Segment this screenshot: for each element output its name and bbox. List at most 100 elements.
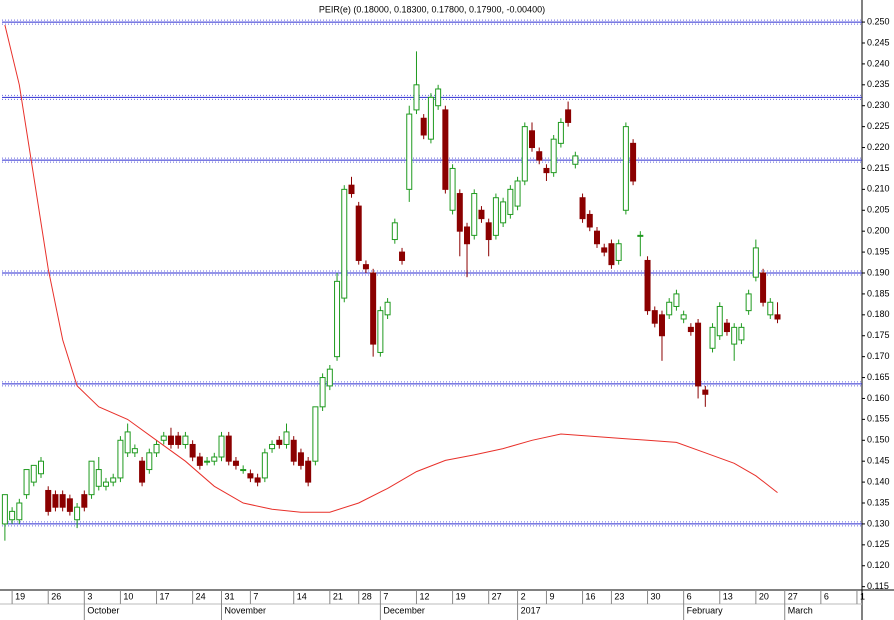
y-tick-label: 0.135 [867,497,890,507]
candle-body [225,435,232,462]
x-tick-label: 12 [419,591,429,601]
x-tick-label: 30 [651,591,661,601]
candle-body [95,469,102,487]
x-tick-label: 26 [51,591,61,601]
chart-title: PEIR(e) (0.18000, 0.18300, 0.17800, 0.17… [319,4,545,14]
x-tick-label: 10 [123,591,133,601]
candle-body [406,113,413,190]
x-tick-label: 19 [15,591,25,601]
candle-body [644,259,651,312]
candle-body [442,109,449,190]
month-tick-label: October [87,605,119,615]
y-tick-label: 0.145 [867,456,890,466]
candle-body [521,126,528,182]
month-tick-label: 2017 [521,605,541,615]
candle-body [449,167,456,211]
candle-body [348,184,355,195]
y-tick-label: 0.210 [867,184,890,194]
y-tick-label: 0.185 [867,288,890,298]
candle-body [774,314,781,320]
y-tick-label: 0.250 [867,16,890,26]
y-tick-label: 0.230 [867,100,890,110]
candle-body [435,88,442,107]
candle-body [586,213,593,228]
candle-body [218,435,225,458]
candle-body [247,473,254,479]
candle-body [608,243,615,266]
x-tick-label: 14 [297,591,307,601]
candle-body [716,305,723,337]
x-tick-label: 20 [759,591,769,601]
candle-body [529,130,536,149]
candle-body [204,460,211,463]
y-tick-label: 0.170 [867,351,890,361]
candle-body [167,435,174,445]
y-tick-label: 0.220 [867,142,890,152]
candle-body [471,193,478,236]
candle-body [478,209,485,220]
y-tick-label: 0.115 [867,581,889,591]
candle-body [760,272,767,303]
candle-body [485,222,492,241]
y-tick-label: 0.240 [867,58,890,68]
candle-body [37,460,44,475]
candle-body [290,439,297,462]
candle-body [550,138,557,174]
y-tick-label: 0.175 [867,330,890,340]
candle-body [615,243,622,261]
y-tick-label: 0.235 [867,79,890,89]
candle-body [153,443,160,454]
candle-body [752,247,759,278]
candle-body [377,310,384,353]
candle-body [341,188,348,299]
candle-body [572,155,579,165]
candle-body [139,460,146,483]
x-tick-label: 16 [586,591,596,601]
candle-body [182,435,189,445]
candle-body [492,197,499,236]
y-tick-label: 0.205 [867,205,890,215]
candle-body [391,222,398,241]
x-tick-label: 6 [824,591,829,601]
candle-body [160,435,167,441]
candle-body [767,301,774,316]
candle-body [74,506,81,521]
candle-body [658,314,665,337]
candle-body [326,368,333,387]
candle-body [269,443,276,450]
candle-body [543,167,550,174]
candle-body [427,96,434,140]
candle-body [196,456,203,466]
y-tick-label: 0.200 [867,226,890,236]
candle-body [507,188,514,215]
x-tick-label: 28 [362,591,372,601]
candle-body [723,322,730,333]
candle-body [514,180,521,207]
candle-body [305,460,312,483]
x-tick-label: 13 [723,591,733,601]
x-tick-label: 7 [253,591,258,601]
candle-body [601,247,608,253]
x-tick-label: 1 [860,591,865,601]
candle-body [110,477,117,483]
candle-body [45,489,52,512]
x-tick-label: 17 [160,591,170,601]
candle-body [399,251,406,261]
candle-body [709,326,716,349]
y-tick-label: 0.120 [867,560,890,570]
y-tick-label: 0.150 [867,435,890,445]
candle-body [557,121,564,144]
candle-body [593,230,600,245]
candle-body [456,193,463,232]
candle-body [384,301,391,316]
candle-body [370,272,377,345]
month-tick-label: November [225,605,267,615]
x-tick-label: 31 [225,591,235,601]
y-tick-label: 0.165 [867,372,890,382]
candle-body [362,264,369,270]
month-tick-label: December [383,605,425,615]
candle-body [175,435,182,445]
y-tick-label: 0.245 [867,37,890,47]
candle-body [500,201,507,224]
